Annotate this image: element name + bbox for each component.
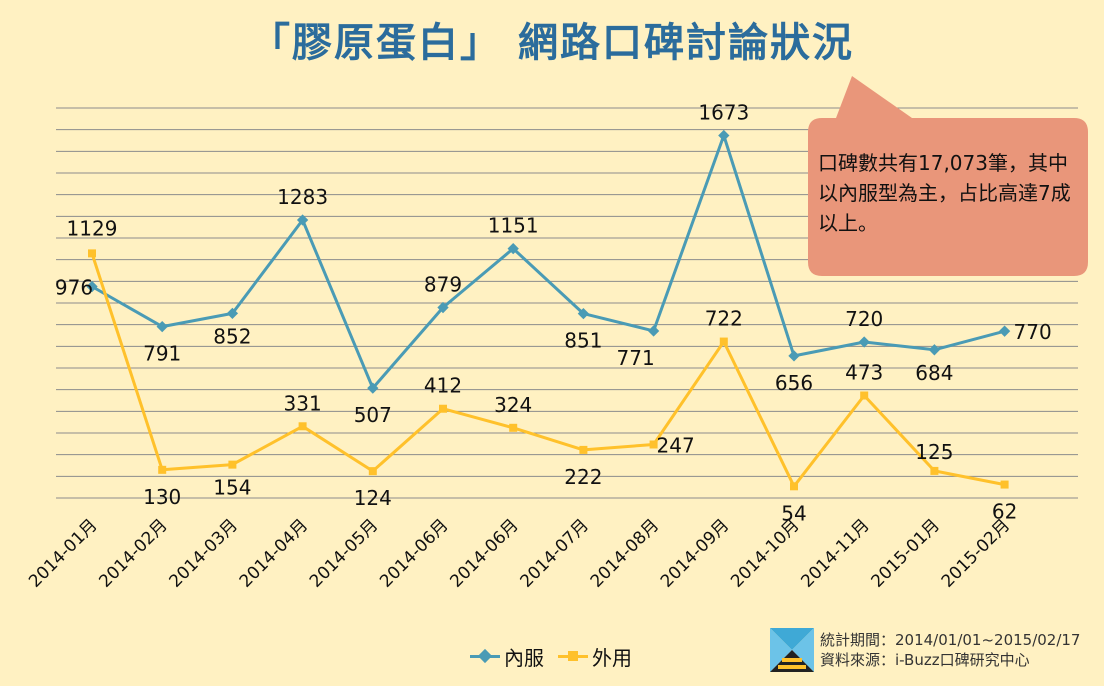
gridlines [56,107,1078,499]
data-point [88,249,96,258]
legend-item-series2: 外用 [558,642,632,671]
data-point [226,307,239,320]
x-tick-label: 2014-11月 [797,515,873,591]
source-origin: 資料來源：i-Buzz口碑研究中心 [820,651,1030,669]
legend: 內服 外用 [470,642,646,671]
data-label: 684 [915,361,953,385]
square-marker-icon [568,651,578,661]
data-label: 720 [845,307,883,331]
x-axis-ticks: 2014-01月2014-02月2014-03月2014-04月2014-05月… [25,515,1014,591]
x-tick-label: 2014-02月 [95,515,171,591]
data-point [367,382,379,394]
data-label: 473 [845,361,883,385]
x-tick-label: 2014-07月 [517,515,593,591]
data-point [930,466,939,475]
data-label: 54 [781,501,806,525]
data-label: 879 [424,273,462,297]
callout-text: 口碑數共有17,073筆，其中以內服型為主，占比高達7成以上。 [818,151,1071,235]
diamond-marker-icon [477,648,493,664]
data-point [858,336,870,348]
data-labels: 976 791 852 1283 507 879 1151 851 771 1673 656 720 6… [55,101,1052,526]
source-note: 統計期間：2014/01/01~2015/02/17 資料來源：i-Buzz口碑… [770,628,1080,672]
x-tick-label: 2014-06月 [376,515,452,591]
legend-line-series1 [470,648,500,664]
legend-item-series1: 內服 [470,642,544,671]
data-point [158,465,167,474]
data-label: 62 [992,500,1017,524]
data-label: 331 [284,391,322,415]
legend-line-series2 [558,651,588,661]
data-point [509,423,518,432]
data-label: 771 [617,346,655,370]
data-point [860,391,869,400]
data-label: 1129 [67,216,118,240]
x-tick-label: 2014-10月 [727,515,803,591]
data-label: 1673 [698,101,749,125]
data-point [298,422,307,431]
data-point [437,301,449,314]
x-tick-label: 2014-03月 [166,515,242,591]
source-text: 統計期間：2014/01/01~2015/02/17 資料來源：i-Buzz口碑… [820,630,1080,670]
data-label: 125 [915,440,953,464]
data-point [718,129,730,142]
data-label: 130 [143,485,181,509]
data-label: 222 [564,465,602,489]
series-markers [86,129,1011,491]
data-point [579,445,588,454]
series-line-1 [91,134,1005,390]
data-label: 656 [775,371,813,395]
series-lines [90,134,1005,488]
series-line-2 [90,252,1005,488]
data-label: 412 [424,374,462,398]
data-label: 154 [213,476,251,500]
callout-bubble [808,76,1088,276]
data-point [296,214,309,226]
data-label: 722 [705,307,743,331]
data-label: 124 [354,486,392,510]
data-point [368,467,377,476]
data-point [719,337,728,346]
chart-title: 「膠原蛋白」 網路口碑討論狀況 [250,20,854,66]
data-label: 324 [494,393,532,417]
data-point [1000,480,1009,489]
x-tick-label: 2014-01月 [25,515,101,591]
x-tick-label: 2014-08月 [587,515,663,591]
source-period: 統計期間：2014/01/01~2015/02/17 [820,631,1081,649]
data-point [649,440,658,449]
data-point [156,320,168,333]
data-label: 976 [55,276,93,300]
x-tick-label: 2014-06月 [446,515,522,591]
data-point [928,344,941,356]
data-label: 247 [657,433,695,457]
x-tick-label: 2014-04月 [236,515,312,591]
data-point [647,325,660,337]
x-tick-label: 2015-02月 [938,515,1014,591]
data-point [998,325,1011,337]
data-label: 852 [213,324,251,348]
x-tick-label: 2014-05月 [306,515,382,591]
data-label: 770 [1014,320,1052,344]
data-label: 1151 [488,214,539,238]
legend-label-series1: 內服 [504,646,544,670]
data-point [788,350,800,362]
x-tick-label: 2015-01月 [868,515,944,591]
data-label: 1283 [277,185,328,209]
data-label: 851 [564,329,602,353]
legend-label-series2: 外用 [592,646,632,670]
data-point [439,404,447,413]
data-point [790,482,798,491]
data-point [507,242,519,255]
data-point [228,460,237,469]
data-label: 507 [354,403,392,427]
ibuzz-logo-icon [770,628,814,672]
data-point [577,307,590,320]
data-label: 791 [143,342,181,366]
x-tick-label: 2014-09月 [657,515,733,591]
